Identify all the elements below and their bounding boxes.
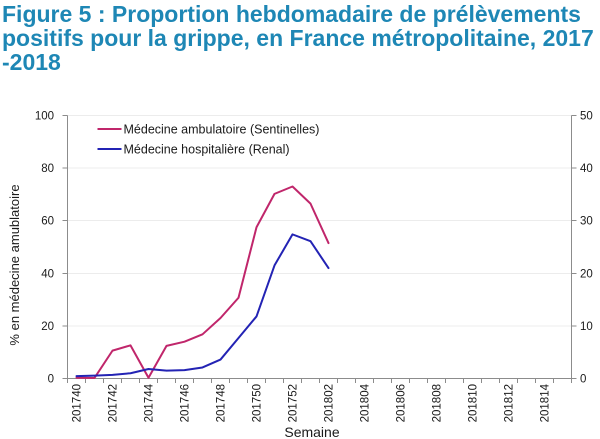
right-tick-label-0: 0 bbox=[580, 374, 586, 386]
x-tick-label-201744: 201744 bbox=[144, 383, 156, 422]
x-tick-label-201806: 201806 bbox=[396, 384, 408, 422]
x-tick-label-201748: 201748 bbox=[216, 384, 228, 422]
x-tick-label-201802: 201802 bbox=[324, 384, 336, 422]
left-tick-label-100: 100 bbox=[35, 111, 54, 123]
y-axis-title: % en médecine amublatoire bbox=[7, 184, 22, 345]
right-tick-label-10: 10 bbox=[580, 321, 593, 333]
left-tick-label-20: 20 bbox=[41, 321, 54, 333]
x-tick-label-201740: 201740 bbox=[72, 384, 84, 422]
right-tick-label-20: 20 bbox=[580, 268, 593, 280]
figure-title-line1: Figure 5 : Proportion hebdomadaire de pr… bbox=[2, 1, 581, 27]
left-tick-label-80: 80 bbox=[41, 163, 54, 175]
series-line-hospitaliere bbox=[75, 233, 330, 378]
figure-title-line2: positifs pour la grippe, en France métro… bbox=[2, 25, 594, 51]
x-axis-title: Semaine bbox=[284, 424, 339, 439]
left-tick-label-0: 0 bbox=[48, 374, 54, 386]
x-tick-label-201810: 201810 bbox=[468, 384, 480, 422]
x-tick-label-201808: 201808 bbox=[432, 384, 444, 422]
left-tick-label-60: 60 bbox=[41, 216, 54, 228]
right-tick-label-30: 30 bbox=[580, 216, 593, 228]
x-tick-label-201752: 201752 bbox=[288, 384, 300, 422]
legend-label-ambulatoire: Médecine ambulatoire (Sentinelles) bbox=[124, 123, 320, 137]
series-line-ambulatoire bbox=[75, 185, 330, 379]
right-tick-label-50: 50 bbox=[580, 111, 593, 123]
x-tick-label-201742: 201742 bbox=[108, 384, 120, 422]
figure-title-line3: -2018 bbox=[2, 49, 61, 75]
x-tick-label-201750: 201750 bbox=[252, 384, 264, 422]
x-tick-label-201812: 201812 bbox=[504, 384, 516, 422]
right-tick-label-40: 40 bbox=[580, 163, 593, 175]
legend-label-hospitaliere: Médecine hospitalière (Renal) bbox=[124, 143, 290, 157]
x-tick-label-201804: 201804 bbox=[360, 383, 372, 422]
x-tick-label-201814: 201814 bbox=[540, 383, 552, 422]
left-tick-label-40: 40 bbox=[41, 268, 54, 280]
x-tick-label-201746: 201746 bbox=[180, 384, 192, 422]
figure-title: Figure 5 : Proportion hebdomadaire de pr… bbox=[2, 2, 596, 74]
